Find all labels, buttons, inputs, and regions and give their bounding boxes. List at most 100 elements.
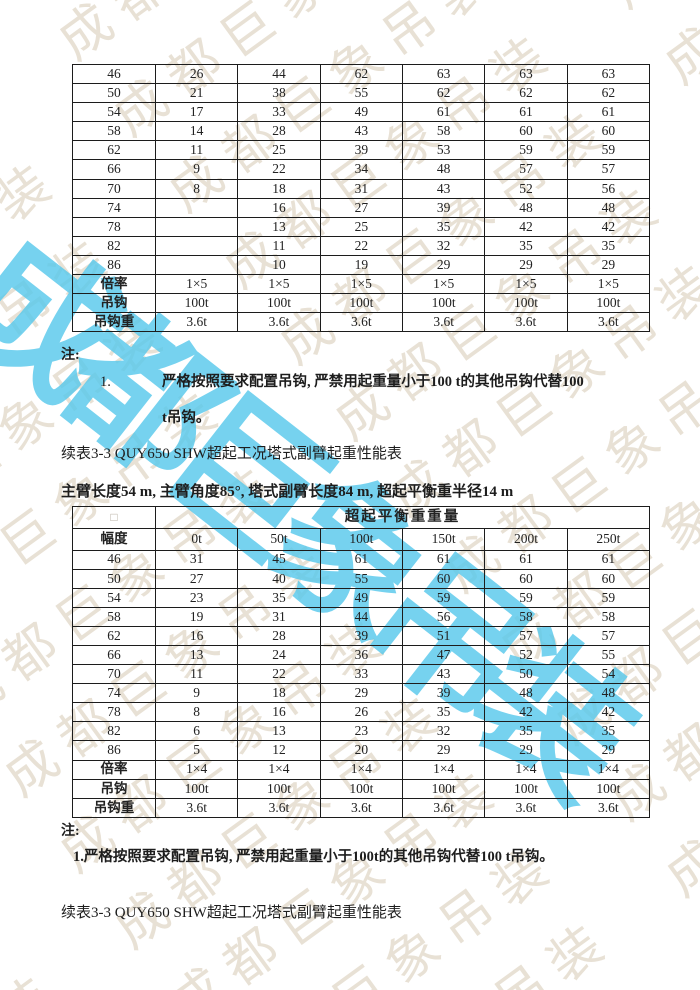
table-cell: 100t [484,293,568,314]
table-cell: 5 [154,740,239,761]
note-item-text: 严格按照要求配置吊钩, 严禁用起重量小于100 t的其他吊钩代替100 [162,374,584,390]
table-cell: 48 [484,683,568,704]
table-cell: 倍率 [72,274,156,295]
table-cell: 46 [72,549,156,570]
table-cell: 39 [319,140,403,161]
table-cell: 59 [484,140,568,161]
table-cell: 幅度 [72,527,156,551]
table-cell: 61 [401,102,486,123]
table-cell: 31 [319,178,403,199]
table-cell: 8 [154,178,239,199]
table-cell: 39 [401,197,486,218]
table-cell: 63 [484,63,568,85]
table-cell: 22 [319,235,403,256]
table-cell: 0t [154,527,239,551]
note-item-continuation: t吊钩。 [162,410,211,426]
table-cell: 58 [72,606,156,627]
table-cell: 45 [237,549,321,570]
table-cell: 23 [319,721,403,742]
table-cell: 31 [237,606,321,627]
table-cell: 26 [154,63,239,85]
table-cell: 吊钩 [72,778,156,799]
table-cell: 18 [237,178,321,199]
table-cell: 10 [237,254,321,276]
table-cell: 58 [72,121,156,142]
table-cell: 38 [237,83,321,104]
table-cell: 200t [484,527,568,551]
note-item-number: 1. [100,374,111,390]
table-cell: 59 [401,587,486,608]
table-cell: 13 [237,216,321,237]
table-cell: 11 [154,664,239,685]
corner-placeholder: □ [72,506,156,529]
table-cell: 62 [484,83,568,104]
table-cell: 44 [319,606,403,627]
table-cell: 3.6t [484,797,568,818]
table-cell [154,254,239,276]
table-cell: 25 [237,140,321,161]
table-cell: 62 [566,83,651,104]
table-cell: 61 [319,549,403,570]
table-cell: 9 [154,683,239,704]
table-cell: 44 [237,63,321,85]
table-cell: 50t [237,527,321,551]
table-cell: 48 [401,159,486,180]
table-cell: 3.6t [566,312,651,333]
table-cell: 19 [154,606,239,627]
table-cell: 59 [484,587,568,608]
note-label: 注: [61,824,80,839]
table-cell: 19 [319,254,403,276]
table-cell: 1×5 [319,274,403,295]
table-cell: 62 [72,140,156,161]
table-cell: 60 [484,568,568,589]
table-cell: 60 [566,121,651,142]
table-cell: 22 [237,159,321,180]
table-cell: 50 [484,664,568,685]
table-cell: 13 [237,721,321,742]
table-cell: 49 [319,102,403,123]
table-cell: 56 [566,178,651,199]
table-cell: 9 [154,159,239,180]
table-cell: 100t [401,778,486,799]
table-cell: 100t [154,293,239,314]
table-cell: 16 [154,625,239,646]
table-cell: 33 [319,664,403,685]
table-cell: 52 [484,178,568,199]
table-cell: 1×4 [154,759,239,780]
table-cell: 63 [566,63,651,85]
table-cell: 100t [484,778,568,799]
table-cell: 100t [154,778,239,799]
table-cell: 61 [566,102,651,123]
table-cell: 250t [566,527,651,551]
table-cell: 3.6t [237,797,321,818]
note-item: 1. 严格按照要求配置吊钩, 严禁用起重量小于100 t的其他吊钩代替100 [100,370,584,391]
table-cell: 22 [237,664,321,685]
table-cell: 16 [237,702,321,723]
table-cell: 62 [319,63,403,85]
table-cell [154,216,239,237]
table-cell: 59 [566,587,651,608]
table-cell: 42 [484,216,568,237]
boom-parameters-line: 主臂长度54 m, 主臂角度85°, 塔式副臂长度84 m, 超起平衡重半径14… [61,484,514,500]
table-cell: 100t [319,293,403,314]
table-cell: 35 [484,721,568,742]
table-cell: 1×4 [401,759,486,780]
table-cell: 49 [319,587,403,608]
table-cell: 29 [484,254,568,276]
table-cell: 3.6t [319,312,403,333]
table-cell: 倍率 [72,759,156,780]
table-cell: 吊钩 [72,293,156,314]
table-cell: 50 [72,568,156,589]
table-cell: 70 [72,178,156,199]
table-cell: 61 [484,549,568,570]
table-cell: 1×4 [237,759,321,780]
table-cell: 100t [566,293,651,314]
table-cell: 6 [154,721,239,742]
table-cell: 36 [319,644,403,666]
table-cell: 3.6t [401,312,486,333]
table-cell: 82 [72,721,156,742]
table-cell: 43 [401,178,486,199]
table-cell: 48 [566,683,651,704]
